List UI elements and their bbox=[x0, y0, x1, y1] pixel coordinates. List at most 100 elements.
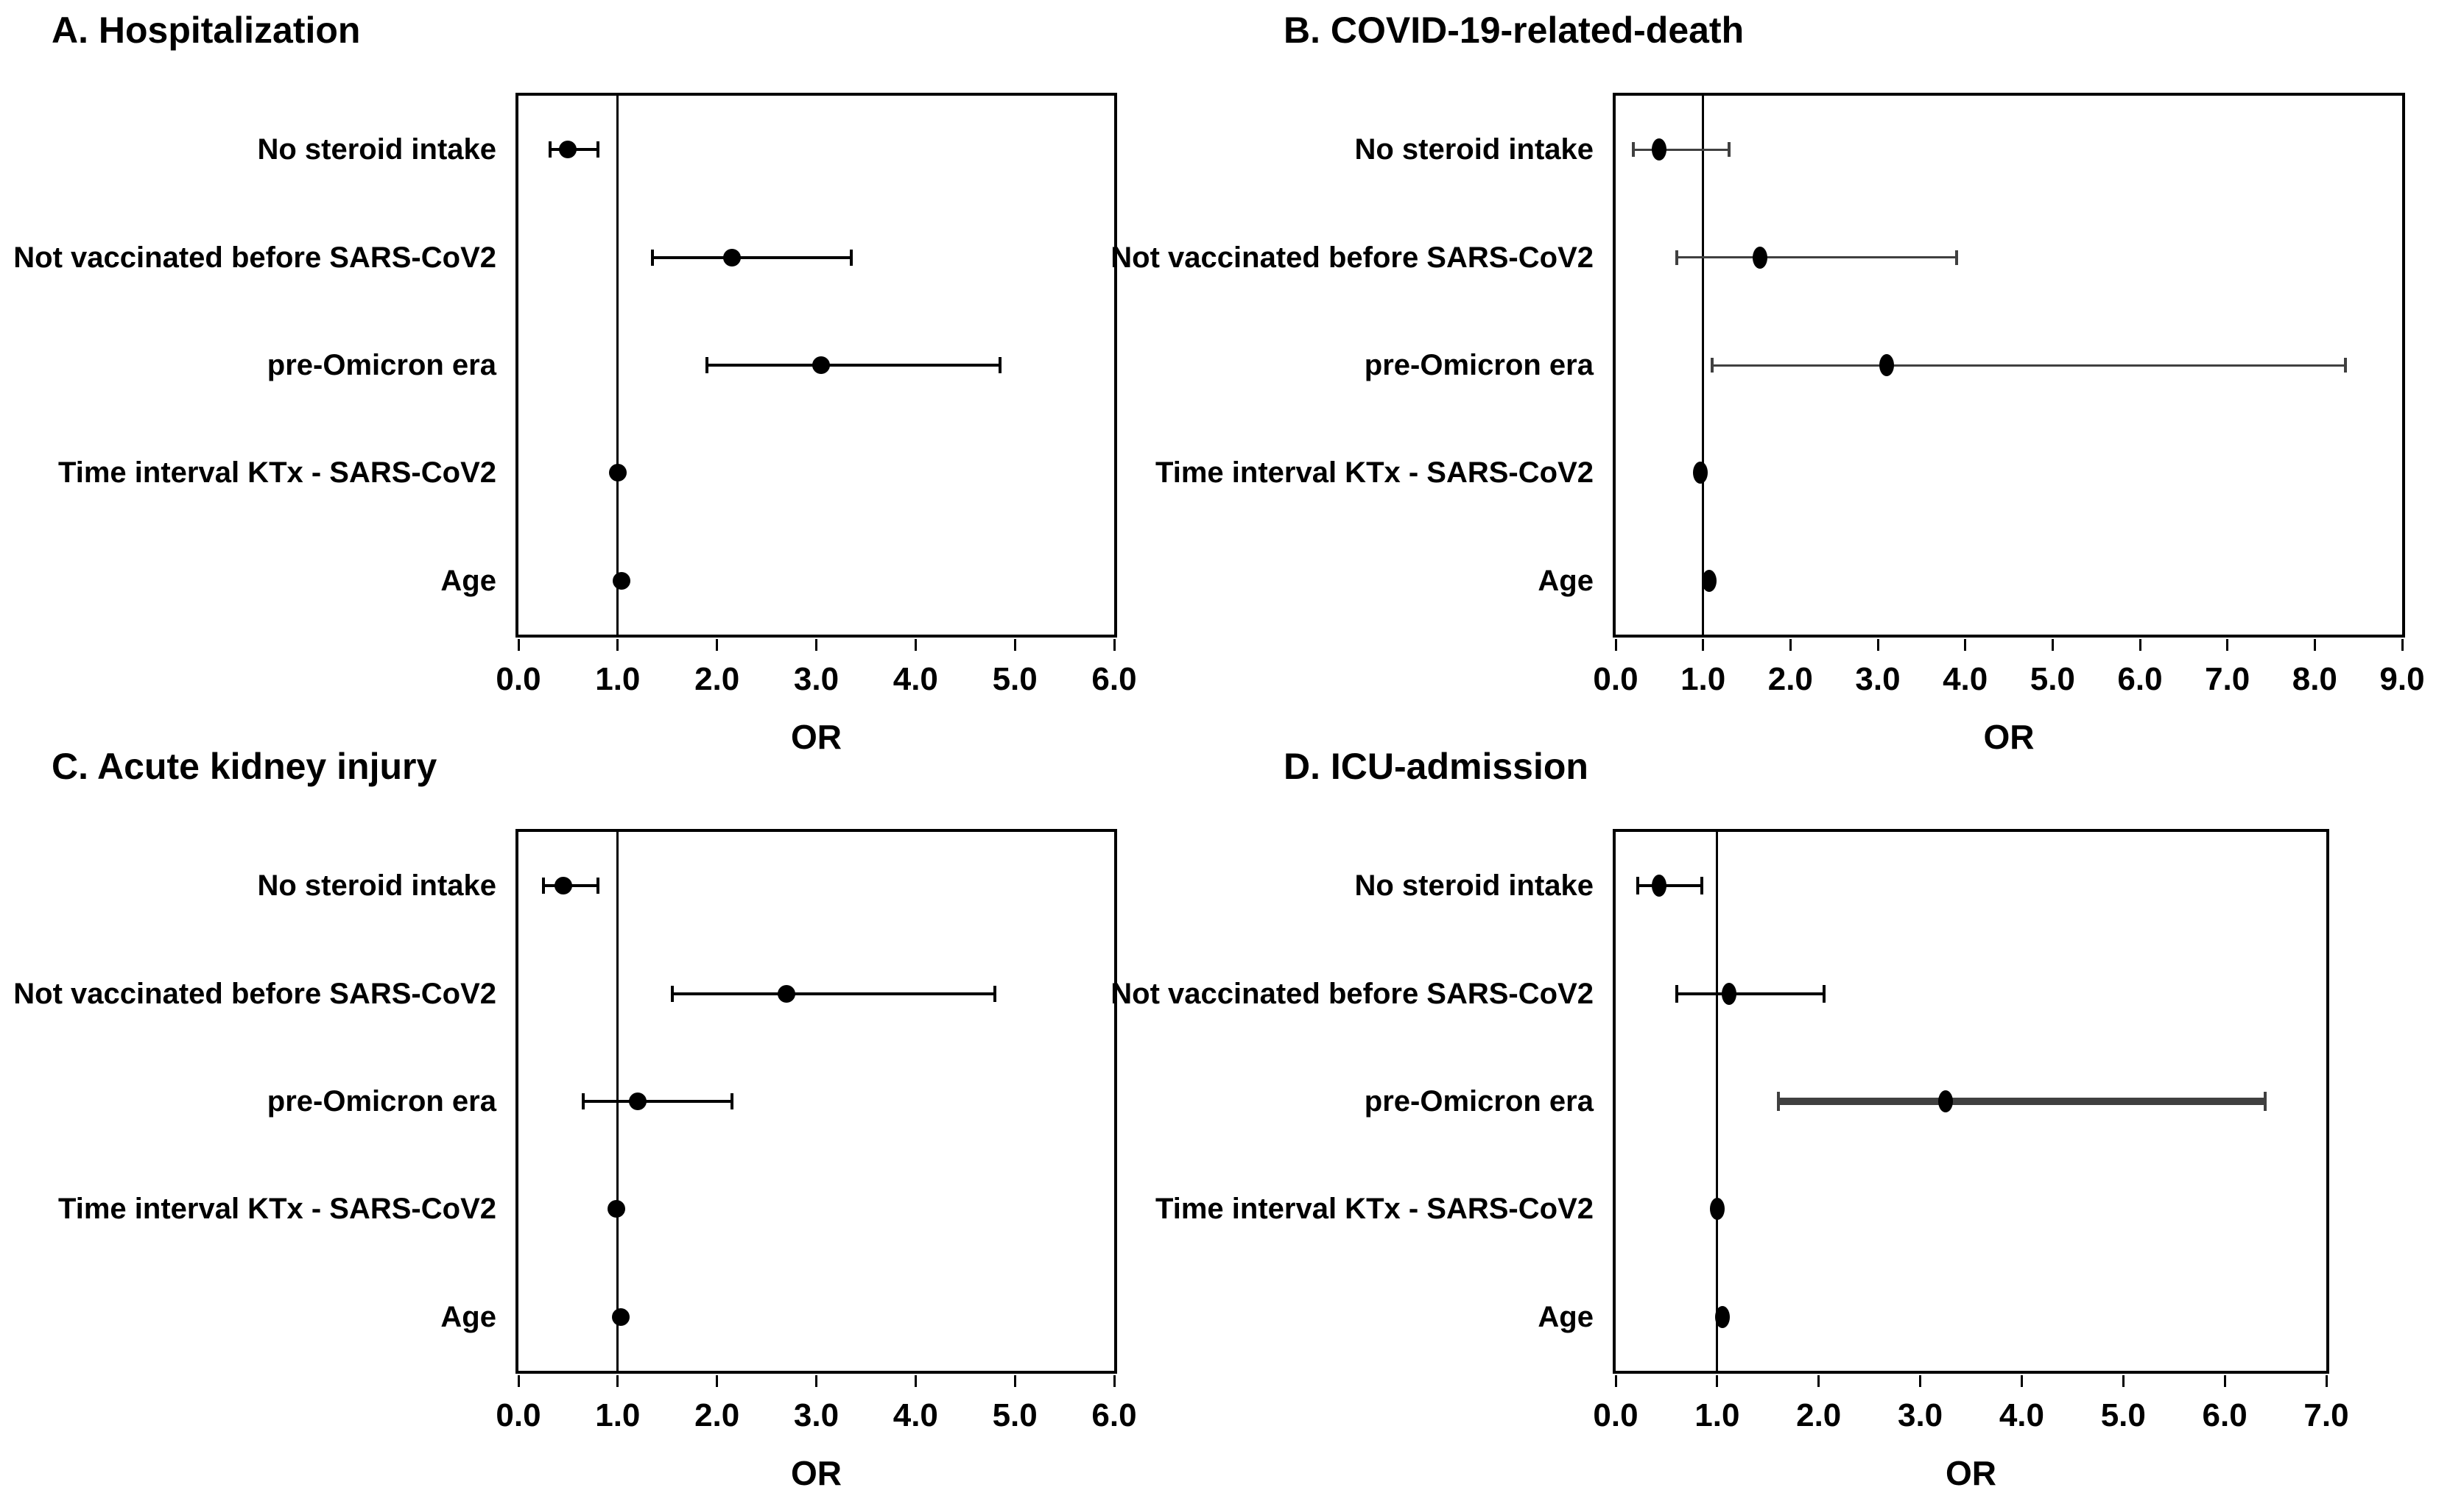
x-tick-label: 7.0 bbox=[2205, 661, 2250, 697]
x-tick-label: 5.0 bbox=[992, 1397, 1038, 1433]
error-bar bbox=[707, 364, 1000, 367]
error-bar bbox=[652, 255, 851, 259]
ci-cap-right bbox=[1954, 250, 1958, 265]
x-tick bbox=[616, 639, 619, 651]
x-tick-label: 6.0 bbox=[1091, 1397, 1137, 1433]
ci-cap-left bbox=[541, 878, 545, 894]
ci-cap-left bbox=[670, 985, 674, 1002]
row-label: No steroid intake bbox=[257, 133, 496, 166]
x-tick-label: 4.0 bbox=[1943, 661, 1988, 697]
x-tick-label: 3.0 bbox=[793, 1397, 839, 1433]
x-tick bbox=[1876, 639, 1879, 651]
plot-area bbox=[1613, 829, 2329, 1374]
ci-cap-left bbox=[1710, 358, 1714, 373]
ci-cap-left bbox=[1675, 250, 1679, 265]
panel-title: C. Acute kidney injury bbox=[52, 746, 437, 787]
x-axis-label: OR bbox=[791, 718, 842, 756]
x-tick bbox=[517, 1375, 520, 1387]
row-label: Not vaccinated before SARS-CoV2 bbox=[13, 241, 496, 274]
row-label: Age bbox=[1538, 1300, 1594, 1333]
ci-cap-right bbox=[1728, 142, 1731, 158]
x-tick bbox=[1964, 639, 1967, 651]
row-label: Time interval KTx - SARS-CoV2 bbox=[58, 456, 496, 490]
ci-cap-right bbox=[2343, 358, 2347, 373]
plot-area bbox=[515, 829, 1117, 1374]
row-label: Age bbox=[1538, 564, 1594, 597]
x-tick-label: 3.0 bbox=[1897, 1397, 1943, 1433]
row-label: Not vaccinated before SARS-CoV2 bbox=[13, 977, 496, 1010]
x-tick-label: 3.0 bbox=[793, 661, 839, 697]
plot-area bbox=[1613, 93, 2405, 638]
error-bar bbox=[672, 992, 996, 995]
reference-line bbox=[1702, 96, 1705, 635]
x-tick bbox=[1702, 639, 1705, 651]
panel-title: B. COVID-19-related-death bbox=[1284, 10, 1745, 51]
x-tick bbox=[1789, 639, 1792, 651]
x-tick-label: 2.0 bbox=[694, 1397, 740, 1433]
x-tick-label: 7.0 bbox=[2303, 1397, 2349, 1433]
x-tick-label: 0.0 bbox=[1593, 1397, 1638, 1433]
error-bar bbox=[1778, 1098, 2266, 1105]
x-axis-label: OR bbox=[1983, 718, 2035, 756]
x-tick-label: 0.0 bbox=[496, 661, 541, 697]
ci-cap-right bbox=[998, 357, 1002, 373]
ci-cap-left bbox=[581, 1093, 585, 1109]
row-label: Age bbox=[440, 564, 496, 597]
error-bar bbox=[582, 1100, 732, 1103]
x-tick-label: 2.0 bbox=[1796, 1397, 1842, 1433]
x-tick-label: 2.0 bbox=[1767, 661, 1813, 697]
reference-line bbox=[1716, 832, 1719, 1371]
x-tick bbox=[2401, 639, 2404, 651]
point-estimate bbox=[1938, 1090, 1954, 1112]
x-tick bbox=[1113, 639, 1116, 651]
x-tick bbox=[1614, 1375, 1617, 1387]
x-tick-label: 6.0 bbox=[1091, 661, 1137, 697]
ci-cap-right bbox=[2264, 1092, 2267, 1111]
x-tick bbox=[1013, 639, 1016, 651]
point-estimate bbox=[628, 1093, 647, 1110]
row-label: Not vaccinated before SARS-CoV2 bbox=[1110, 241, 1594, 274]
row-label: Time interval KTx - SARS-CoV2 bbox=[58, 1193, 496, 1226]
x-tick bbox=[616, 1375, 619, 1387]
error-bar bbox=[1638, 884, 1703, 888]
x-tick-label: 3.0 bbox=[1855, 661, 1901, 697]
plot-area bbox=[515, 93, 1117, 638]
x-tick bbox=[815, 639, 817, 651]
reference-line bbox=[616, 96, 619, 635]
error-bar bbox=[1677, 256, 1957, 259]
point-estimate bbox=[1714, 1305, 1730, 1328]
x-tick-label: 0.0 bbox=[1593, 661, 1638, 697]
x-tick bbox=[2051, 639, 2054, 651]
row-label: Not vaccinated before SARS-CoV2 bbox=[1110, 977, 1594, 1010]
ci-cap-right bbox=[596, 878, 599, 894]
row-label: pre-Omicron era bbox=[267, 1085, 496, 1118]
panel-title: A. Hospitalization bbox=[52, 10, 361, 51]
row-label: pre-Omicron era bbox=[267, 349, 496, 381]
error-bar bbox=[1676, 992, 1824, 995]
x-tick bbox=[2325, 1375, 2328, 1387]
row-label: No steroid intake bbox=[257, 869, 496, 903]
x-tick-label: 5.0 bbox=[2030, 661, 2075, 697]
point-estimate bbox=[1709, 1198, 1725, 1221]
x-tick bbox=[2313, 639, 2316, 651]
x-tick-label: 2.0 bbox=[694, 661, 740, 697]
x-tick bbox=[914, 1375, 917, 1387]
x-tick bbox=[2226, 639, 2229, 651]
row-label: No steroid intake bbox=[1354, 869, 1594, 903]
x-tick bbox=[2122, 1375, 2125, 1387]
point-estimate bbox=[778, 984, 796, 1003]
point-estimate bbox=[1652, 138, 1667, 161]
ci-cap-left bbox=[705, 357, 709, 373]
x-tick bbox=[517, 639, 520, 651]
x-tick-label: 0.0 bbox=[496, 1397, 541, 1433]
point-estimate bbox=[1652, 875, 1667, 897]
row-label: No steroid intake bbox=[1354, 133, 1594, 166]
x-tick-label: 4.0 bbox=[1999, 1397, 2044, 1433]
point-estimate bbox=[1879, 354, 1894, 376]
panel-title: D. ICU-admission bbox=[1284, 746, 1588, 787]
x-tick-label: 5.0 bbox=[2100, 1397, 2146, 1433]
x-tick bbox=[716, 639, 719, 651]
x-tick bbox=[1716, 1375, 1719, 1387]
x-tick-label: 1.0 bbox=[1680, 661, 1726, 697]
panel-hospitalization: A. Hospitalization No steroid intake Not … bbox=[0, 0, 1232, 756]
